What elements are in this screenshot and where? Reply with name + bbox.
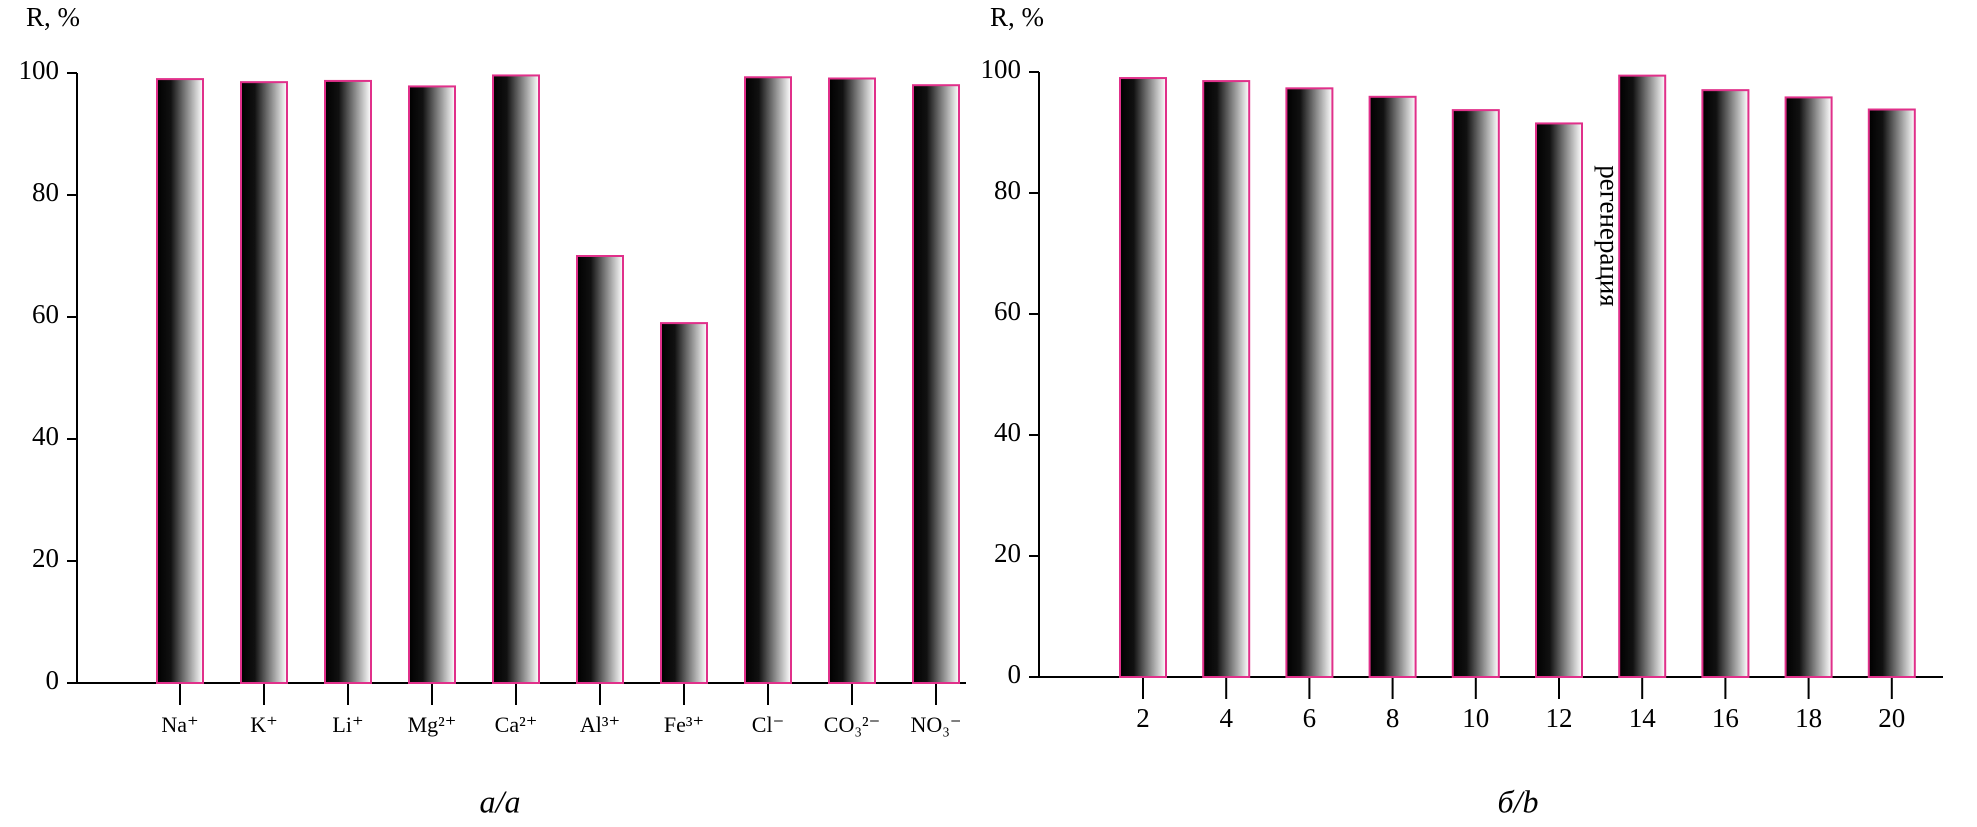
y-tick-label: 60 — [32, 299, 59, 329]
x-tick-label: 2 — [1136, 703, 1150, 733]
x-tick-label: K⁺ — [250, 712, 278, 737]
bar — [156, 78, 204, 685]
bar — [408, 85, 456, 685]
x-tick-label: Mg²⁺ — [408, 712, 457, 737]
x-tick-label: Fe³⁺ — [664, 712, 704, 737]
x-tick-label: Cl⁻ — [752, 712, 784, 737]
x-tick-label: NO₃⁻ — [910, 712, 961, 737]
x-tick-label: 8 — [1386, 703, 1400, 733]
y-tick-label: 40 — [994, 417, 1021, 447]
bar — [324, 79, 372, 685]
bar — [660, 322, 708, 684]
y-tick-label: 20 — [994, 538, 1021, 568]
bar — [1618, 74, 1667, 678]
x-tick-label: CO₃²⁻ — [824, 712, 880, 737]
x-tick-label: Li⁺ — [332, 712, 363, 737]
x-tick-label: Al³⁺ — [580, 712, 620, 737]
x-tick-label: 12 — [1546, 703, 1573, 733]
caption: а/a — [480, 783, 521, 819]
bar — [912, 84, 960, 684]
y-tick-label: 0 — [1008, 659, 1022, 689]
x-tick-label: Ca²⁺ — [495, 712, 538, 737]
bar — [1368, 95, 1417, 679]
bar — [1451, 109, 1500, 679]
y-tick-label: 80 — [994, 175, 1021, 205]
x-tick-label: 20 — [1878, 703, 1905, 733]
bar — [1202, 80, 1251, 678]
bar — [1784, 96, 1833, 679]
y-tick-label: 40 — [32, 421, 59, 451]
bar — [1701, 89, 1750, 678]
x-tick-label: 14 — [1629, 703, 1657, 733]
y-tick-label: 0 — [46, 665, 60, 695]
x-tick-label: 4 — [1219, 703, 1233, 733]
y-tick-label: 60 — [994, 296, 1021, 326]
x-tick-label: 10 — [1462, 703, 1489, 733]
x-tick-label: 6 — [1303, 703, 1317, 733]
bar — [1535, 122, 1583, 679]
x-tick-label: Na⁺ — [161, 712, 198, 737]
bar — [828, 77, 876, 685]
bar — [492, 74, 540, 684]
x-tick-label: 18 — [1795, 703, 1822, 733]
caption: б/b — [1498, 783, 1539, 819]
y-axis-label: R, % — [26, 2, 80, 32]
bar — [744, 76, 792, 684]
y-tick-label: 100 — [981, 54, 1022, 84]
bar — [576, 255, 624, 684]
y-tick-label: 20 — [32, 543, 59, 573]
x-tick-label: 16 — [1712, 703, 1739, 733]
bar — [240, 81, 288, 684]
y-tick-label: 100 — [19, 55, 60, 85]
y-tick-label: 80 — [32, 177, 59, 207]
bar — [1867, 108, 1916, 678]
bar — [1119, 77, 1167, 679]
y-axis-label: R, % — [990, 2, 1044, 32]
annotation: регенерация — [1594, 165, 1624, 306]
bar — [1285, 87, 1334, 678]
